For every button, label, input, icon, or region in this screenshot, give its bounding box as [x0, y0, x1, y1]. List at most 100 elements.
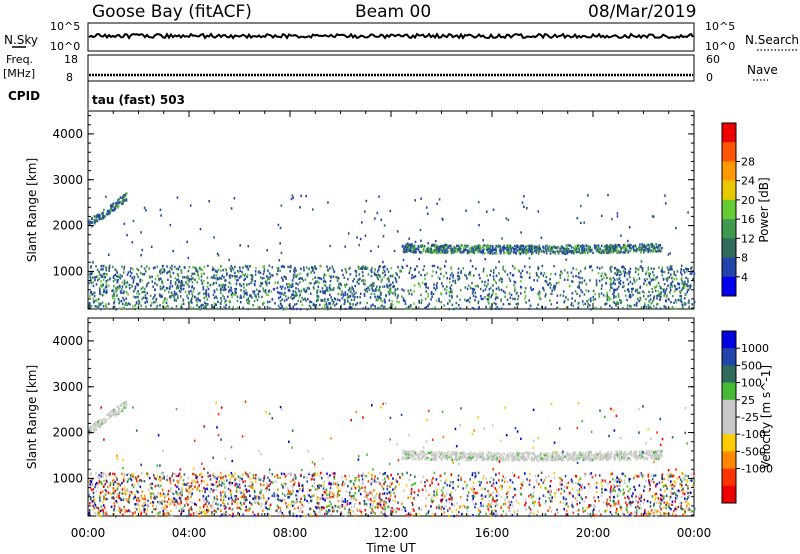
echo-cell: [418, 507, 420, 510]
echo-cell: [566, 271, 569, 274]
echo-cell: [308, 268, 310, 271]
echo-cell: [138, 299, 140, 302]
echo-cell: [652, 278, 655, 281]
echo-cell: [476, 284, 478, 287]
echo-cell: [170, 280, 172, 283]
echo-cell: [263, 276, 265, 280]
echo-cell: [449, 484, 451, 487]
echo-cell: [348, 287, 351, 290]
echo-cell: [353, 277, 355, 281]
colorbar-segment: [722, 180, 736, 201]
echo-cell: [443, 250, 445, 254]
echo-cell: [188, 278, 191, 281]
echo-cell: [603, 250, 605, 253]
echo-cell: [519, 275, 522, 278]
echo-cell: [348, 502, 351, 505]
echo-cell: [267, 476, 269, 479]
echo-cell: [166, 304, 169, 308]
echo-cell: [344, 514, 347, 518]
echo-cell: [647, 510, 650, 514]
echo-cell: [267, 277, 269, 280]
echo-cell: [538, 290, 541, 293]
echo-cell: [593, 514, 595, 517]
echo-cell: [585, 249, 587, 252]
echo-cell: [127, 271, 130, 274]
echo-cell: [549, 299, 551, 302]
echo-cell: [432, 270, 434, 273]
echo-cell: [693, 300, 696, 303]
echo-cell: [581, 244, 584, 247]
echo-cell: [460, 251, 462, 254]
echo-cell: [132, 512, 134, 515]
echo-cell: [237, 271, 240, 274]
echo-cell: [265, 282, 268, 285]
echo-cell: [467, 284, 470, 287]
echo-cell: [390, 291, 392, 294]
echo-cell: [547, 490, 550, 494]
echo-cell: [169, 489, 172, 492]
echo-cell: [295, 501, 297, 504]
echo-cell: [502, 246, 504, 249]
echo-cell: [511, 274, 514, 277]
echo-cell: [618, 505, 621, 509]
echo-cell: [143, 287, 146, 291]
echo-cell: [455, 246, 457, 250]
echo-cell: [333, 270, 336, 273]
echo-cell: [162, 471, 164, 475]
echo-cell: [364, 288, 366, 292]
echo-cell: [161, 287, 164, 290]
echo-cell: [641, 474, 643, 477]
echo-cell: [684, 303, 687, 306]
echo-cell: [101, 285, 103, 288]
echo-cell: [180, 285, 183, 288]
echo-cell: [588, 505, 590, 508]
echo-cell: [190, 506, 192, 509]
echo-cell: [278, 296, 280, 300]
echo-cell: [125, 301, 127, 305]
echo-cell: [503, 246, 505, 249]
echo-cell: [112, 483, 115, 486]
echo-cell: [605, 273, 607, 277]
echo-cell: [321, 299, 323, 302]
echo-cell: [532, 251, 534, 254]
echo-cell: [100, 475, 102, 478]
echo-cell: [477, 307, 480, 310]
echo-cell: [324, 284, 327, 287]
echo-cell: [690, 266, 693, 269]
echo-cell: [329, 500, 331, 503]
echo-cell: [379, 472, 381, 475]
echo-cell: [579, 294, 581, 298]
echo-cell: [546, 283, 549, 286]
echo-cell: [433, 286, 435, 290]
echo-cell: [214, 484, 216, 487]
echo-cell: [258, 295, 260, 298]
echo-cell: [601, 485, 603, 488]
echo-cell: [610, 250, 612, 254]
echo-cell: [166, 265, 168, 268]
echo-cell: [301, 510, 304, 513]
echo-cell: [581, 249, 584, 252]
echo-cell: [324, 496, 326, 500]
echo-cell: [571, 292, 574, 295]
echo-cell: [401, 502, 403, 505]
echo-cell: [264, 280, 267, 283]
echo-cell: [115, 476, 118, 479]
echo-cell: [659, 244, 662, 247]
echo-cell: [491, 246, 494, 249]
echo-cell: [488, 247, 491, 250]
echo-cell: [630, 512, 633, 515]
echo-cell: [380, 218, 383, 221]
echo-cell: [343, 283, 346, 287]
echo-cell: [349, 294, 352, 298]
echo-cell: [335, 509, 338, 512]
echo-cell: [250, 503, 253, 506]
echo-cell: [605, 488, 608, 492]
echo-cell: [638, 277, 641, 280]
echo-cell: [494, 247, 497, 250]
echo-cell: [364, 490, 366, 493]
echo-cell: [228, 497, 230, 500]
echo-cell: [193, 479, 196, 482]
echo-cell: [133, 276, 136, 279]
echo-cell: [217, 484, 220, 488]
echo-cell: [284, 291, 286, 295]
